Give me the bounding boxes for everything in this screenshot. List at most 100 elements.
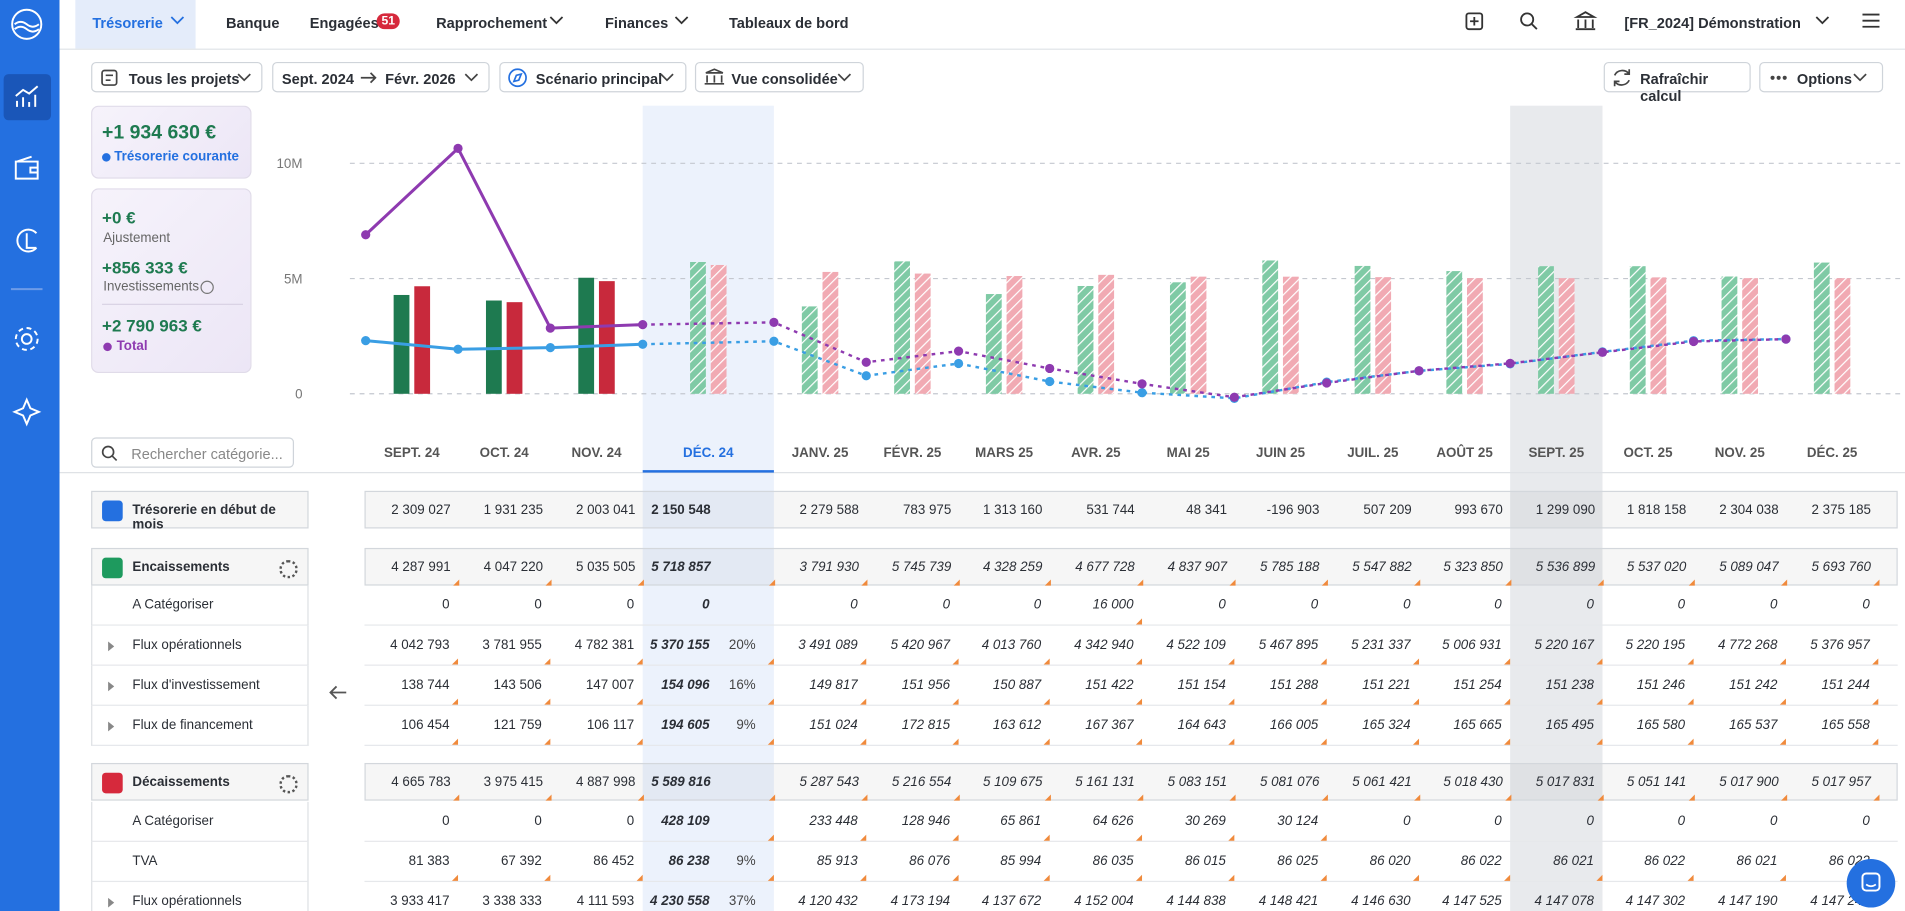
sidebar-icons	[3, 8, 52, 427]
settings-icon[interactable]	[279, 559, 298, 578]
search-icon[interactable]	[1520, 12, 1535, 27]
button-label: Tous les projets	[128, 70, 240, 88]
point	[953, 358, 964, 369]
x-tick-label: FÉVR. 25	[883, 445, 941, 460]
view-filter[interactable]: Vue consolidée	[694, 61, 864, 93]
nav-item[interactable]: Rapprochement	[436, 14, 548, 32]
line	[365, 339, 643, 351]
expand-arrow[interactable]	[108, 680, 115, 691]
cell: 164 643	[1142, 706, 1235, 745]
cell: 30 124	[1234, 802, 1327, 841]
cell: 5 370 155	[643, 626, 774, 665]
cell: 5 216 554	[867, 764, 960, 801]
collapse-arrow[interactable]	[326, 683, 350, 702]
bar	[801, 306, 818, 394]
add-icon[interactable]	[1465, 12, 1484, 31]
cell: 0	[850, 597, 858, 613]
point	[769, 336, 779, 346]
cell: 5 323 850	[1420, 549, 1512, 586]
cell: 233 448	[774, 802, 867, 841]
nav-item[interactable]: Finances	[605, 14, 669, 32]
cell: 3 791 930	[775, 549, 868, 586]
y-tick-label: 10M	[277, 156, 303, 171]
cell: 0	[1494, 813, 1502, 829]
cell: 3 933 417	[366, 882, 458, 911]
cell: 0	[1586, 597, 1594, 613]
bar	[1742, 278, 1758, 394]
expand-arrow[interactable]	[108, 897, 115, 907]
ai-icon[interactable]	[12, 397, 42, 427]
cell: 151 246	[1602, 666, 1694, 705]
cell: 5 231 337	[1327, 626, 1420, 665]
cell: 3 491 089	[774, 626, 867, 665]
settings-icon[interactable]	[20, 333, 33, 345]
scenario-filter[interactable]: Scénario principal	[499, 61, 687, 93]
cell: 0	[626, 813, 635, 829]
cell: 5 287 543	[775, 764, 868, 801]
cell: 4 782 381	[550, 626, 643, 665]
summary-label: Total	[116, 338, 148, 354]
expand-arrow[interactable]	[108, 721, 115, 731]
expand-arrow[interactable]	[108, 640, 115, 651]
value-row: 3 933 417 3 338 333 4 111 593 4 230 558 37% 4…	[364, 882, 1897, 911]
summary-label: Investissements	[103, 279, 200, 295]
cell: 86 022	[1602, 842, 1694, 881]
x-tick-label: OCT. 25	[1624, 445, 1674, 460]
cell: 5 017 900	[1695, 764, 1788, 801]
cell: 86 022	[1419, 842, 1511, 881]
projects-filter[interactable]: Tous les projets	[91, 61, 263, 93]
search-placeholder: Rechercher catégorie...	[131, 445, 283, 463]
wallet-icon[interactable]	[14, 155, 39, 180]
nav-item[interactable]: Tableaux de bord	[728, 14, 849, 32]
point	[1688, 336, 1699, 347]
cell: 4 665 783	[367, 764, 460, 801]
chat-button[interactable]	[1846, 858, 1896, 908]
date-range[interactable]: Sept. 2024 Févr. 2026	[272, 61, 490, 93]
info-icon[interactable]	[200, 280, 214, 295]
percent: 9%	[736, 717, 756, 732]
settings-icon[interactable]	[279, 774, 298, 793]
cell: 194 605	[643, 706, 774, 745]
chart-icon[interactable]	[15, 85, 39, 107]
cell: 167 367	[1050, 706, 1143, 745]
bar	[690, 261, 706, 394]
active-tab[interactable]	[75, 0, 196, 49]
bar	[1006, 276, 1023, 394]
nav-item[interactable]: Trésorerie	[92, 14, 163, 32]
cell: 121 759	[458, 706, 551, 745]
bar	[894, 261, 910, 394]
cell: 1 931 235	[483, 502, 544, 518]
cell: 106 117	[550, 706, 643, 745]
x-tick-label: MAI 25	[1167, 445, 1211, 460]
row-label: A Catégoriser	[91, 585, 309, 626]
value-row: 138 744 143 506 147 007 154 096 16% 149 817 15…	[364, 666, 1898, 706]
search-box[interactable]: Rechercher catégorie...	[91, 437, 295, 468]
bar	[914, 273, 931, 394]
bank-icon[interactable]	[1573, 11, 1598, 31]
summary-card: +0 € Ajustement +856 333 € Investissemen…	[91, 188, 252, 373]
refresh-button[interactable]: Rafraîchir calcul	[1603, 61, 1751, 104]
nav-item[interactable]: Banque	[225, 14, 280, 32]
cell: 5 420 967	[866, 626, 959, 665]
active-item[interactable]	[3, 74, 52, 121]
menu-icon[interactable]	[1862, 13, 1880, 28]
current-balance-card: +1 934 630 € Trésorerie courante	[91, 105, 252, 179]
bar	[1834, 278, 1851, 394]
percent: 9%	[736, 853, 756, 869]
cell: 5 467 895	[1234, 626, 1327, 665]
label-text: Flux d'investissement	[132, 677, 260, 692]
label-text: Encaissements	[132, 559, 230, 575]
nav-item[interactable]: Engagées	[309, 14, 379, 32]
cell: 86 015	[1142, 842, 1235, 881]
cell: 0	[1586, 813, 1594, 829]
cell: 2 279 588	[799, 502, 859, 518]
cell: 5 018 430	[1420, 764, 1512, 801]
x-tick-label: DÉC. 24	[683, 445, 734, 460]
cell: 4 147 525	[1419, 882, 1510, 911]
cell: 4 287 991	[367, 549, 460, 586]
summary-value: +856 333 €	[102, 257, 188, 278]
bar	[1650, 277, 1667, 394]
date-from: Sept. 2024	[281, 70, 354, 88]
company[interactable]: [FR_2024] Démonstration	[1624, 14, 1801, 32]
analytics-icon[interactable]	[16, 228, 38, 253]
